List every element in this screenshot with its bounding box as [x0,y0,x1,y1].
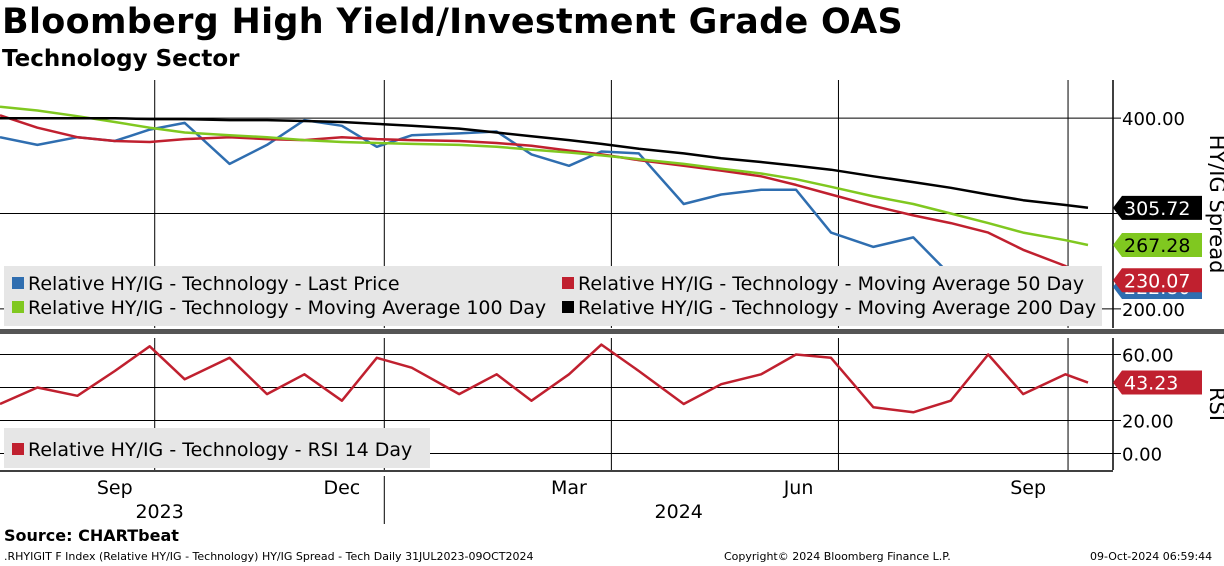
x-month-label-1: Dec [323,477,360,499]
upper-legend-label-2: Relative HY/IG - Technology - Moving Ave… [28,297,546,319]
x-month-label-3: Jun [783,477,814,499]
x-month-label-2: Mar [551,477,587,499]
lower-legend-box [4,428,430,468]
lower-axis-label: RSI [1205,387,1224,421]
lower-tick-label: 20.00 [1122,412,1174,433]
chart-subtitle: Technology Sector [2,46,240,72]
upper-last-value-tag-3 [1113,195,1202,220]
upper-legend-label-1: Relative HY/IG - Technology - Moving Ave… [578,273,1084,295]
upper-legend-swatch-3 [562,301,574,313]
upper-legend-label-3: Relative HY/IG - Technology - Moving Ave… [578,297,1096,319]
lower-legend-label-0: Relative HY/IG - Technology - RSI 14 Day [28,439,412,461]
upper-series-line-2 [0,105,1089,247]
upper-tick-label: 400.00 [1122,109,1185,130]
upper-legend-swatch-1 [562,277,574,289]
lower-tick-label: 0.00 [1122,445,1162,466]
lower-last-value-label-0: 43.23 [1124,373,1178,395]
upper-legend-swatch-2 [12,301,24,313]
lower-series-line-0 [0,343,1089,414]
upper-legend-label-0: Relative HY/IG - Technology - Last Price [28,273,400,295]
upper-legend-swatch-0 [12,277,24,289]
upper-last-value-label-1: 230.07 [1124,270,1190,292]
upper-series-line-3 [0,116,1089,210]
footer-copyright: Copyright© 2024 Bloomberg Finance L.P. [724,550,951,563]
lower-legend-swatch-0 [12,443,24,455]
upper-last-value-tag-2 [1113,233,1202,258]
upper-last-value-label-2: 267.28 [1124,235,1190,257]
upper-axis-label: HY/IG Spread [1205,135,1224,274]
upper-last-value-tag-1 [1113,268,1202,293]
x-month-label-4: Sep [1010,477,1046,499]
upper-last-value-label-3: 305.72 [1124,198,1190,220]
upper-tick-label: 200.00 [1122,300,1185,321]
upper-series-line-1 [0,114,1089,282]
x-month-label-0: Sep [97,477,133,499]
x-year-label-0: 2023 [135,501,183,523]
footer-timestamp: 09-Oct-2024 06:59:44 [1090,550,1213,563]
panel-separator [0,329,1224,334]
x-year-label-1: 2024 [655,501,703,523]
upper-legend-box [4,266,1102,326]
upper-series-line-0 [0,118,1089,289]
source-label: Source: CHARTbeat [4,526,179,545]
lower-last-value-tag-0 [1113,370,1202,395]
footer-index-info: .RHYIGIT F Index (Relative HY/IG - Techn… [4,550,534,563]
chart-title: Bloomberg High Yield/Investment Grade OA… [2,2,903,42]
lower-tick-label: 60.00 [1122,346,1174,367]
